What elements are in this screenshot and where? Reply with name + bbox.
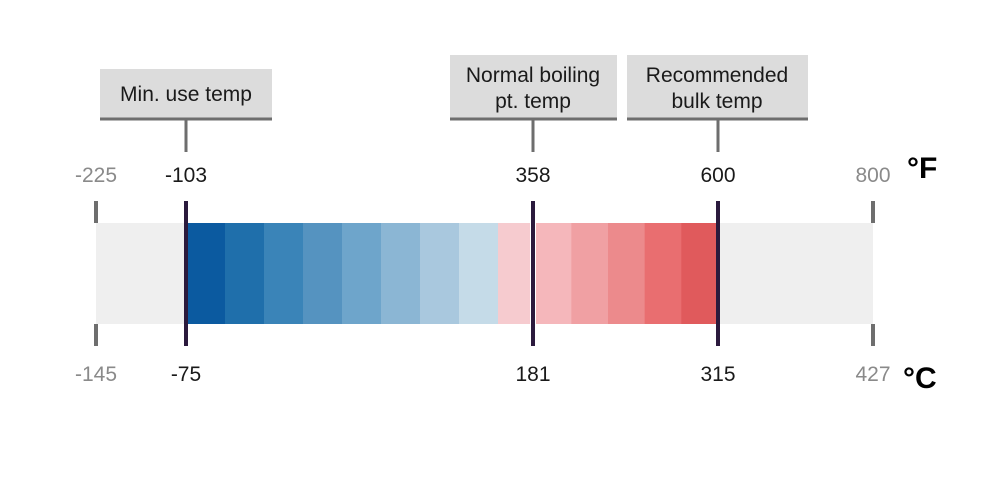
cold-segment [225,223,265,324]
hot-segment [681,223,719,324]
cold-segment [303,223,343,324]
fahrenheit-unit: °F [907,152,937,185]
callout-box [450,55,617,119]
cold-segment [459,223,499,324]
f-label-min: -225 [75,164,117,187]
f-label-max: 800 [855,164,890,187]
callout-bulk-line-1: Recommended [646,64,788,87]
f-label-boiling: 358 [515,164,550,187]
f-label-min-use: -103 [165,164,207,187]
c-label-boiling: 181 [515,363,550,386]
cold-segment [342,223,382,324]
c-label-max: 427 [855,363,890,386]
hot-segment [498,223,536,324]
callout-boiling-line-1: Normal boiling [466,64,600,87]
f-label-bulk: 600 [700,164,735,187]
c-label-bulk: 315 [700,363,735,386]
c-label-min: -145 [75,363,117,386]
callout-boiling-point: Normal boiling pt. temp [450,55,617,152]
hot-segment [571,223,609,324]
callout-boiling-line-2: pt. temp [495,90,571,113]
cold-segment [420,223,460,324]
cold-gradient-band [186,223,499,324]
hot-segment [608,223,646,324]
hot-gradient-band [498,223,719,324]
callout-bulk-line-2: bulk temp [671,90,762,113]
callout-min-use-line-1: Min. use temp [120,83,252,106]
callout-bulk-temp: Recommended bulk temp [627,55,808,152]
callout-box [627,55,808,119]
celsius-unit: °C [903,362,937,395]
cold-segment [381,223,421,324]
callout-box [100,69,272,119]
c-label-min-use: -75 [171,363,201,386]
hot-segment [534,223,572,324]
hot-segment [644,223,682,324]
cold-segment [264,223,304,324]
callout-min-use: Min. use temp [100,69,272,152]
cold-segment [186,223,226,324]
